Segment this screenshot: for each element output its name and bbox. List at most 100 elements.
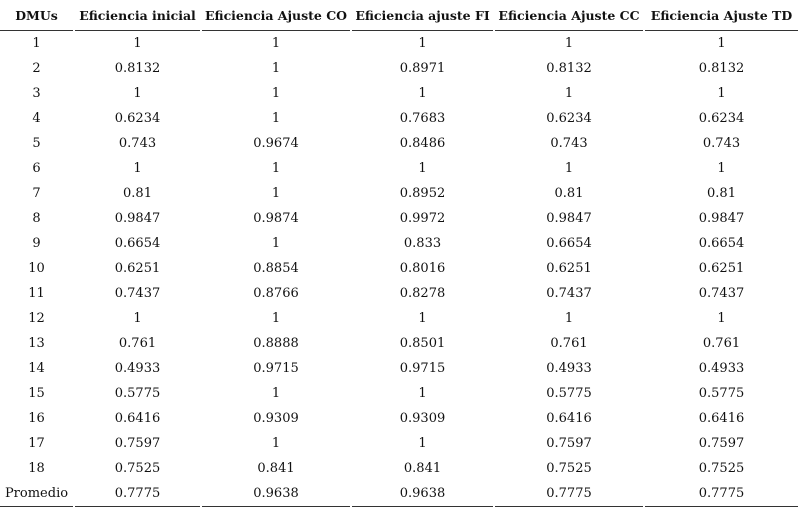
- cell: 0.6416: [114, 411, 161, 426]
- cell: 1: [418, 86, 427, 101]
- cell: 0.9847: [114, 211, 161, 226]
- cell: 1: [717, 36, 726, 51]
- cell: 0.7775: [495, 481, 643, 507]
- cell: 1: [271, 161, 281, 176]
- cell: 0.7597: [114, 436, 161, 451]
- cell: 0.5775: [546, 386, 592, 401]
- cell: 0.7775: [645, 481, 798, 507]
- row-label: 11: [28, 286, 45, 301]
- cell: 1: [717, 86, 726, 101]
- cell: 1: [564, 86, 574, 101]
- table-row: 8 0.9847 0.9874 0.9972 0.9847 0.9847: [0, 206, 798, 231]
- row-label: 18: [28, 461, 45, 476]
- cell: 0.841: [403, 461, 442, 476]
- cell: 0.9847: [698, 211, 745, 226]
- cell: 0.9847: [546, 211, 592, 226]
- row-label: 7: [32, 186, 41, 201]
- row-label: 9: [32, 236, 41, 251]
- table-row: Promedio 0.7775 0.9638 0.9638 0.7775 0.7775: [0, 481, 798, 507]
- row-label: 15: [28, 386, 45, 401]
- cell: 0.761: [550, 336, 588, 351]
- cell: 0.81: [554, 186, 584, 201]
- cell: 0.6416: [546, 411, 592, 426]
- cell: 0.9715: [399, 361, 446, 376]
- table-row: 17 0.7597 1 1 0.7597 0.7597: [0, 431, 798, 456]
- cell: 0.8486: [399, 136, 446, 151]
- table-row: 16 0.6416 0.9309 0.9309 0.6416 0.6416: [0, 406, 798, 431]
- row-label: 2: [32, 61, 41, 76]
- cell: 1: [564, 161, 574, 176]
- header-cell: Eficiencia inicial: [75, 0, 200, 31]
- cell: 0.841: [257, 461, 295, 476]
- cell: 0.8854: [253, 261, 299, 276]
- cell: 1: [418, 161, 427, 176]
- cell: 1: [133, 161, 142, 176]
- cell: 0.8501: [399, 336, 446, 351]
- table-body: 1 1 1 1 1 1 2 0.8132 1 0.8971 0.8132 0.8132 3 1 1 1 1 1 4 0…: [0, 31, 798, 507]
- cell: 0.9972: [399, 211, 446, 226]
- cell: 1: [271, 436, 281, 451]
- table-row: 14 0.4933 0.9715 0.9715 0.4933 0.4933: [0, 356, 798, 381]
- cell: 0.833: [403, 236, 442, 251]
- cell: 0.761: [118, 336, 157, 351]
- cell: 0.9638: [352, 481, 493, 507]
- cell: 1: [564, 36, 574, 51]
- table-row: 2 0.8132 1 0.8971 0.8132 0.8132: [0, 56, 798, 81]
- cell: 0.6654: [698, 236, 745, 251]
- cell: 0.4933: [546, 361, 592, 376]
- cell: 0.6654: [546, 236, 592, 251]
- cell: 0.743: [550, 136, 588, 151]
- row-label: 4: [32, 111, 41, 126]
- cell: 1: [133, 311, 142, 326]
- cell: 0.9309: [253, 411, 299, 426]
- row-label: 5: [32, 136, 41, 151]
- cell: 0.743: [118, 136, 157, 151]
- table-row: 5 0.743 0.9674 0.8486 0.743 0.743: [0, 131, 798, 156]
- efficiency-table: DMUs Eficiencia inicial Eficiencia Ajuste …: [0, 0, 798, 507]
- table-row: 15 0.5775 1 1 0.5775 0.5775: [0, 381, 798, 406]
- table-row: 10 0.6251 0.8854 0.8016 0.6251 0.6251: [0, 256, 798, 281]
- cell: 0.81: [123, 186, 152, 201]
- table-row: 12 1 1 1 1 1: [0, 306, 798, 331]
- cell: 0.6251: [114, 261, 161, 276]
- table-row: 6 1 1 1 1 1: [0, 156, 798, 181]
- cell: 0.7683: [399, 111, 446, 126]
- table-row: 4 0.6234 1 0.7683 0.6234 0.6234: [0, 106, 798, 131]
- row-label: 14: [28, 361, 45, 376]
- cell: 0.7597: [546, 436, 592, 451]
- row-label: 13: [28, 336, 45, 351]
- cell: 0.6251: [546, 261, 592, 276]
- cell: 0.9674: [253, 136, 299, 151]
- cell: 1: [717, 161, 726, 176]
- cell: 0.8016: [399, 261, 446, 276]
- header-row: DMUs Eficiencia inicial Eficiencia Ajuste …: [0, 0, 798, 31]
- cell: 0.8132: [114, 61, 161, 76]
- cell: 1: [271, 111, 281, 126]
- cell: 1: [418, 436, 427, 451]
- cell: 1: [271, 86, 281, 101]
- cell: 0.9715: [253, 361, 299, 376]
- cell: 1: [271, 386, 281, 401]
- cell: 0.8766: [253, 286, 299, 301]
- cell: 1: [271, 186, 281, 201]
- table-row: 3 1 1 1 1 1: [0, 81, 798, 106]
- row-label: Promedio: [0, 481, 73, 507]
- cell: 0.7525: [698, 461, 745, 476]
- cell: 0.8132: [698, 61, 745, 76]
- cell: 0.7437: [698, 286, 745, 301]
- cell: 0.8132: [546, 61, 592, 76]
- header-cell: Eficiencia Ajuste CO: [202, 0, 350, 31]
- header-cell: Eficiencia ajuste FI: [352, 0, 493, 31]
- header-cell: DMUs: [0, 0, 73, 31]
- row-label: 12: [28, 311, 45, 326]
- cell: 0.9638: [202, 481, 350, 507]
- cell: 0.6234: [114, 111, 161, 126]
- cell: 0.4933: [698, 361, 745, 376]
- cell: 0.6654: [114, 236, 161, 251]
- row-label: 1: [32, 36, 41, 51]
- header-cell: Eficiencia Ajuste CC: [495, 0, 643, 31]
- cell: 1: [133, 36, 142, 51]
- row-label: 16: [28, 411, 45, 426]
- cell: 1: [418, 36, 427, 51]
